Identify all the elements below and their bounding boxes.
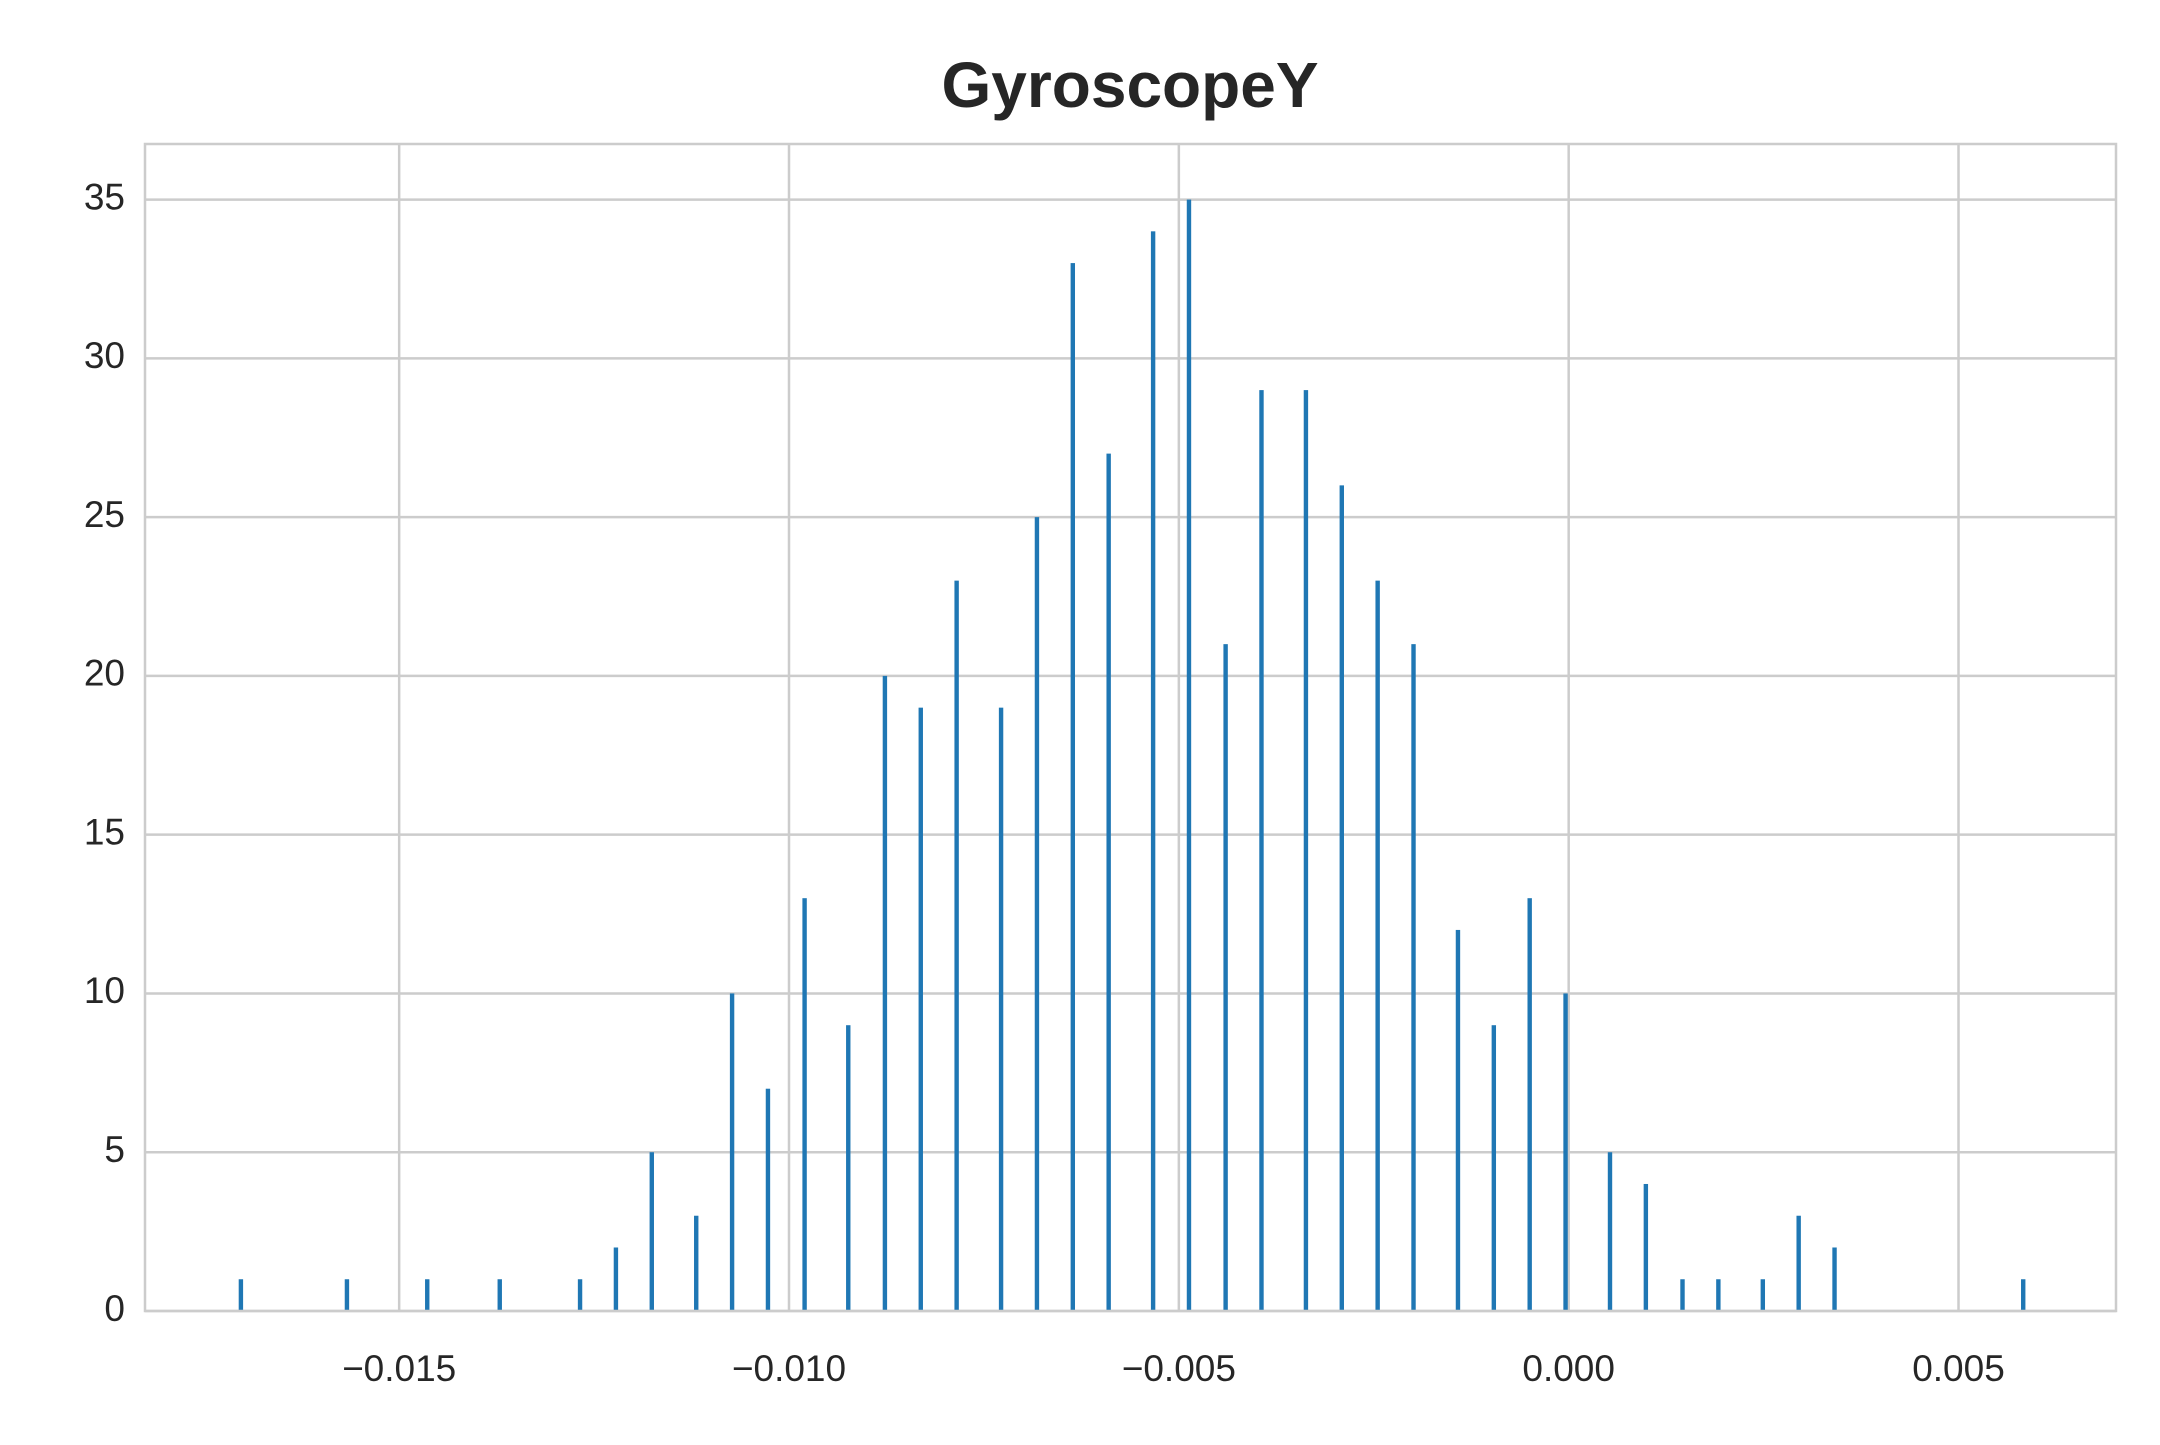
plot-frame — [143, 142, 2118, 1313]
bar — [425, 1279, 430, 1311]
chart-title: GyroscopeY — [941, 49, 1318, 121]
y-tick-label: 5 — [104, 1129, 125, 1170]
y-tick-label: 0 — [104, 1288, 125, 1329]
bar — [1455, 929, 1461, 1311]
bar — [238, 1279, 244, 1311]
bar — [846, 1025, 851, 1311]
y-tick-label: 15 — [84, 811, 125, 852]
bar — [649, 1152, 654, 1311]
bar — [2021, 1279, 2026, 1311]
x-tick-label: −0.015 — [342, 1348, 456, 1389]
bar — [1034, 517, 1040, 1311]
bar — [765, 1088, 771, 1311]
bar — [1643, 1183, 1649, 1311]
bar — [918, 707, 923, 1311]
bar — [729, 993, 735, 1311]
bar — [998, 707, 1004, 1311]
bar — [1106, 453, 1111, 1311]
y-tick-label: 30 — [84, 335, 125, 376]
bar — [1527, 898, 1532, 1311]
bar — [1223, 644, 1228, 1311]
x-tick-label: 0.005 — [1912, 1348, 2005, 1389]
bar — [1150, 231, 1156, 1311]
x-tick-label: 0.000 — [1522, 1348, 1615, 1389]
y-tick-label: 20 — [84, 653, 125, 694]
bar — [882, 675, 888, 1311]
bar — [1186, 199, 1192, 1312]
bar — [1832, 1247, 1837, 1311]
y-tick-label: 35 — [84, 176, 125, 217]
bar — [1680, 1279, 1685, 1311]
y-tick-label: 25 — [84, 494, 125, 535]
bar — [1796, 1215, 1801, 1311]
bar — [802, 898, 807, 1311]
bar — [1070, 263, 1076, 1311]
bar — [694, 1215, 699, 1311]
bar — [1259, 390, 1264, 1311]
bar — [613, 1247, 619, 1311]
bar — [1339, 485, 1344, 1312]
bar — [577, 1279, 583, 1311]
bar — [1563, 993, 1568, 1311]
bar — [1411, 644, 1416, 1311]
bar — [1607, 1152, 1613, 1311]
bar — [1303, 390, 1309, 1311]
bar — [344, 1279, 350, 1311]
bar — [497, 1279, 502, 1311]
bar — [1491, 1025, 1497, 1311]
bar — [1375, 580, 1380, 1311]
y-tick-label: 10 — [84, 970, 125, 1011]
x-tick-label: −0.010 — [732, 1348, 846, 1389]
x-tick-label: −0.005 — [1122, 1348, 1236, 1389]
bar — [1760, 1279, 1766, 1311]
bar — [954, 580, 959, 1311]
bar — [1716, 1279, 1721, 1311]
